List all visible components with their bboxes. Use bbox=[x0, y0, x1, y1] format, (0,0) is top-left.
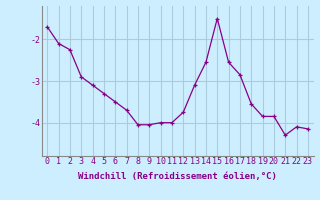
X-axis label: Windchill (Refroidissement éolien,°C): Windchill (Refroidissement éolien,°C) bbox=[78, 172, 277, 181]
